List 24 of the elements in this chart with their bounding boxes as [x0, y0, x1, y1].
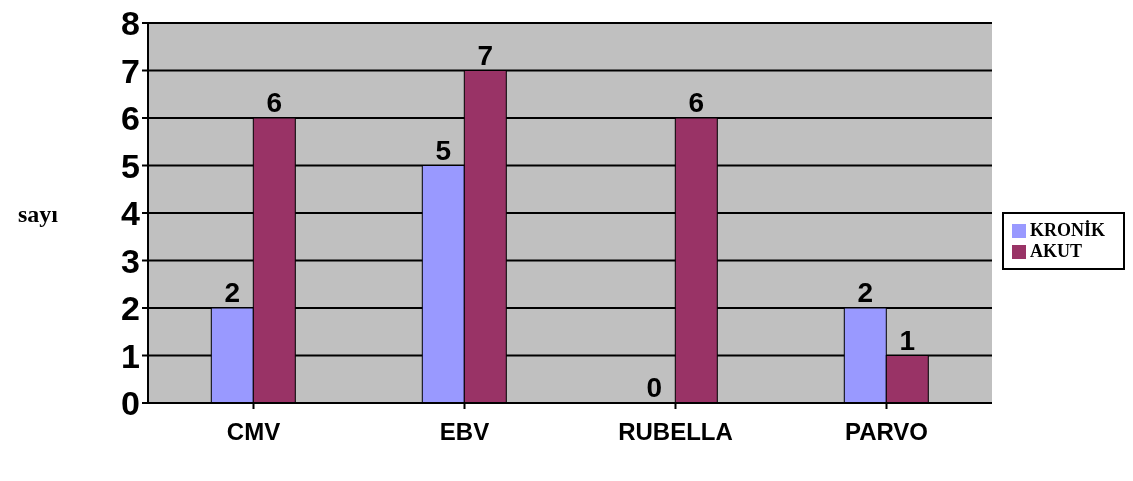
- x-tick-label: EBV: [439, 418, 490, 446]
- y-tick-label: 6: [121, 99, 140, 138]
- y-tick-label: 7: [121, 51, 140, 90]
- y-tick-label: 2: [121, 289, 140, 328]
- legend-label: KRONİK: [1029, 219, 1105, 240]
- x-tick-label: RUBELLA: [618, 418, 733, 446]
- x-tick-label: PARVO: [844, 418, 929, 446]
- y-tick-label: 1: [121, 336, 140, 375]
- data-label: 1: [899, 324, 916, 356]
- data-label: 7: [477, 39, 494, 71]
- legend-label: AKUT: [1029, 240, 1082, 261]
- y-tick-label: 0: [121, 384, 140, 423]
- data-label: 6: [688, 87, 705, 118]
- data-label: 2: [224, 277, 241, 308]
- y-tick-label: 5: [121, 146, 140, 185]
- y-tick-label: 8: [121, 4, 140, 43]
- data-label: 2: [857, 277, 874, 308]
- y-tick-label: 3: [121, 241, 140, 280]
- data-label: 0: [646, 372, 663, 403]
- y-axis-title: sayı: [18, 200, 59, 227]
- data-label: 6: [266, 87, 283, 118]
- y-tick-label: 4: [121, 194, 141, 233]
- data-label: 5: [435, 134, 452, 166]
- x-tick-label: CMV: [226, 418, 281, 446]
